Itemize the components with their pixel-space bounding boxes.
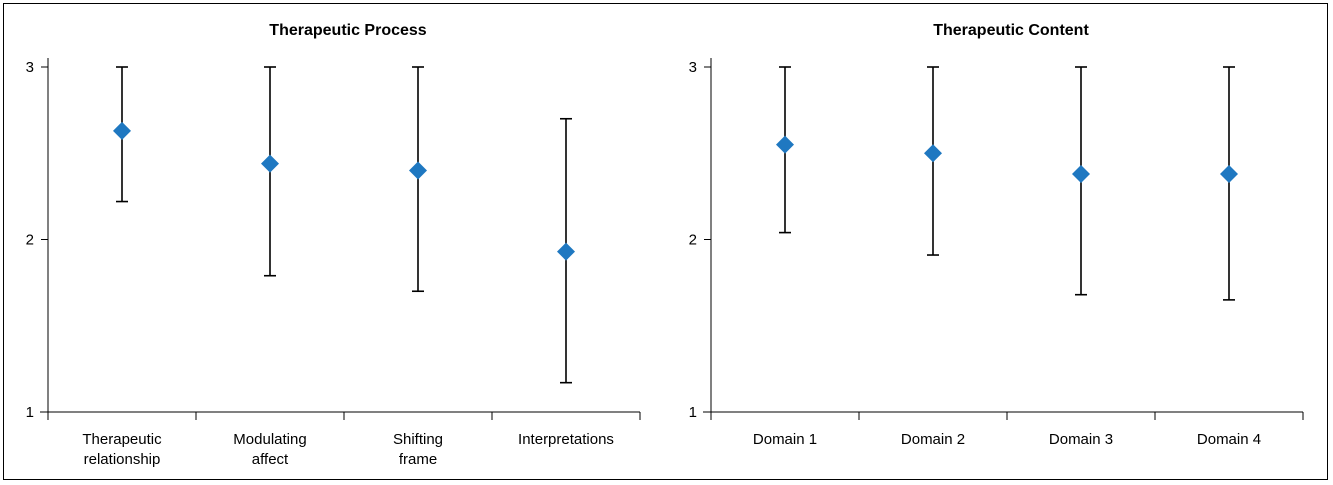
data-point-diamond bbox=[261, 154, 279, 173]
x-category-label-line: Domain 2 bbox=[901, 431, 965, 448]
x-category-label-line: Therapeutic bbox=[82, 431, 162, 448]
data-point-diamond bbox=[776, 135, 794, 154]
chart-title: Therapeutic Content bbox=[933, 22, 1089, 39]
y-tick-label: 2 bbox=[26, 232, 34, 249]
x-category-label-line: Domain 3 bbox=[1049, 431, 1113, 448]
data-point-diamond bbox=[409, 161, 427, 180]
x-category-label: Shifting frame bbox=[393, 431, 443, 468]
x-category-label: Domain 4 bbox=[1197, 431, 1261, 448]
y-tick-label: 3 bbox=[689, 59, 697, 76]
x-category-label-line: relationship bbox=[84, 451, 161, 468]
x-category-label: Domain 3 bbox=[1049, 431, 1113, 448]
figure-frame bbox=[3, 3, 1328, 480]
x-category-label: Domain 1 bbox=[753, 431, 817, 448]
x-category-label-line: Domain 1 bbox=[753, 431, 817, 448]
chart-panel-therapeutic-content: Therapeutic Content 1 2 3 Domain 1 Domain 2 D… bbox=[689, 22, 1304, 448]
x-category-label-line: frame bbox=[399, 451, 437, 468]
x-category-label-line: Modulating bbox=[233, 431, 306, 448]
chart-panel-therapeutic-process: Therapeutic Process 1 2 3 Therapeutic relati… bbox=[26, 22, 641, 468]
data-point-diamond bbox=[924, 144, 942, 163]
y-tick-label: 2 bbox=[689, 232, 697, 249]
x-category-label: Domain 2 bbox=[901, 431, 965, 448]
data-point-diamond bbox=[557, 242, 575, 261]
data-point-diamond bbox=[1072, 164, 1090, 183]
x-category-label: Interpretations bbox=[518, 431, 614, 448]
x-category-label-line: Interpretations bbox=[518, 431, 614, 448]
x-category-label-line: affect bbox=[252, 451, 289, 468]
x-category-label: Therapeutic relationship bbox=[82, 431, 162, 468]
chart-title: Therapeutic Process bbox=[269, 22, 427, 39]
y-tick-label: 1 bbox=[689, 404, 697, 421]
x-category-label-line: Shifting bbox=[393, 431, 443, 448]
x-category-label-line: Domain 4 bbox=[1197, 431, 1261, 448]
x-category-label: Modulating affect bbox=[233, 431, 306, 468]
data-point-diamond bbox=[1220, 164, 1238, 183]
y-tick-label: 1 bbox=[26, 404, 34, 421]
y-tick-label: 3 bbox=[26, 59, 34, 76]
data-point-diamond bbox=[113, 121, 131, 140]
